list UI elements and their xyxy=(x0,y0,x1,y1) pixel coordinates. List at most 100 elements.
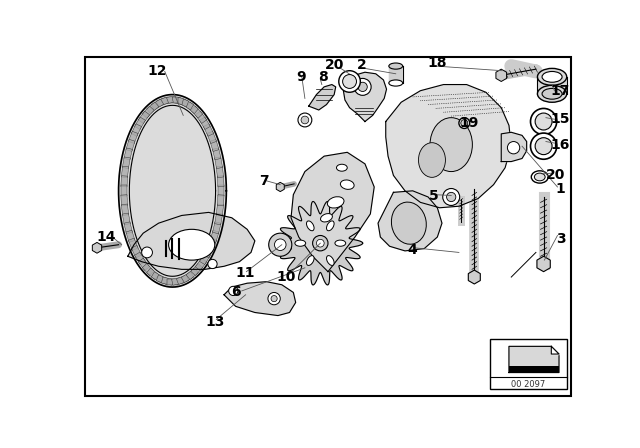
Polygon shape xyxy=(161,96,173,104)
Polygon shape xyxy=(122,213,131,225)
Polygon shape xyxy=(151,272,164,283)
Polygon shape xyxy=(151,99,164,110)
Ellipse shape xyxy=(461,120,468,126)
Polygon shape xyxy=(177,97,189,107)
Polygon shape xyxy=(386,85,511,208)
Ellipse shape xyxy=(531,133,557,159)
Text: 17: 17 xyxy=(551,84,570,98)
Text: 18: 18 xyxy=(428,56,447,70)
Polygon shape xyxy=(156,275,168,284)
Ellipse shape xyxy=(430,118,472,172)
Text: 20: 20 xyxy=(324,58,344,72)
Circle shape xyxy=(316,239,324,247)
Polygon shape xyxy=(278,202,363,285)
Ellipse shape xyxy=(419,143,445,177)
Circle shape xyxy=(312,236,328,251)
Text: 8: 8 xyxy=(317,70,328,84)
Bar xyxy=(490,339,566,389)
Polygon shape xyxy=(181,272,194,283)
Ellipse shape xyxy=(542,72,562,82)
Polygon shape xyxy=(122,166,129,178)
Text: 9: 9 xyxy=(296,70,306,84)
Polygon shape xyxy=(118,95,227,287)
Circle shape xyxy=(301,116,308,124)
Text: 00 2097: 00 2097 xyxy=(511,380,545,389)
Circle shape xyxy=(508,142,520,154)
Ellipse shape xyxy=(358,82,367,91)
Polygon shape xyxy=(207,238,216,250)
Polygon shape xyxy=(142,106,154,118)
Polygon shape xyxy=(142,263,154,276)
Polygon shape xyxy=(207,131,216,143)
Ellipse shape xyxy=(328,197,344,208)
Circle shape xyxy=(271,296,277,302)
Polygon shape xyxy=(210,139,219,151)
Text: 5: 5 xyxy=(429,189,438,203)
Polygon shape xyxy=(122,157,131,168)
Ellipse shape xyxy=(535,113,552,130)
Ellipse shape xyxy=(295,240,306,246)
Polygon shape xyxy=(210,230,219,242)
Polygon shape xyxy=(291,152,374,271)
Polygon shape xyxy=(124,222,132,234)
Polygon shape xyxy=(177,275,189,284)
Polygon shape xyxy=(172,96,184,104)
Polygon shape xyxy=(161,277,173,285)
Polygon shape xyxy=(186,268,198,280)
Polygon shape xyxy=(147,102,159,114)
Ellipse shape xyxy=(337,164,348,171)
Polygon shape xyxy=(501,132,527,162)
Polygon shape xyxy=(200,252,211,265)
Ellipse shape xyxy=(389,80,403,86)
Polygon shape xyxy=(126,230,135,242)
Polygon shape xyxy=(191,106,203,118)
Ellipse shape xyxy=(326,256,334,265)
Text: 12: 12 xyxy=(147,65,167,78)
Ellipse shape xyxy=(538,69,566,85)
Circle shape xyxy=(141,247,152,258)
Ellipse shape xyxy=(531,108,557,134)
Ellipse shape xyxy=(335,240,346,246)
Text: 1: 1 xyxy=(556,181,565,195)
Polygon shape xyxy=(126,139,135,151)
Polygon shape xyxy=(214,213,223,225)
Text: 3: 3 xyxy=(556,232,565,246)
Ellipse shape xyxy=(307,221,314,231)
Ellipse shape xyxy=(447,192,456,202)
Polygon shape xyxy=(131,246,141,258)
Polygon shape xyxy=(551,346,559,354)
Text: 13: 13 xyxy=(205,314,225,329)
Polygon shape xyxy=(224,282,296,315)
Circle shape xyxy=(208,259,217,269)
Polygon shape xyxy=(204,124,214,136)
Polygon shape xyxy=(216,166,223,178)
Polygon shape xyxy=(214,157,223,168)
Polygon shape xyxy=(131,124,141,136)
Polygon shape xyxy=(344,72,387,121)
Text: 15: 15 xyxy=(551,112,570,126)
Polygon shape xyxy=(121,185,127,196)
Polygon shape xyxy=(200,117,211,129)
Polygon shape xyxy=(138,258,150,271)
Polygon shape xyxy=(186,102,198,114)
Text: 19: 19 xyxy=(460,116,479,130)
Polygon shape xyxy=(172,277,184,285)
Polygon shape xyxy=(129,131,138,143)
Ellipse shape xyxy=(326,221,334,231)
Ellipse shape xyxy=(275,239,286,250)
Polygon shape xyxy=(204,246,214,258)
Text: 16: 16 xyxy=(551,138,570,151)
Bar xyxy=(389,66,403,83)
Polygon shape xyxy=(216,204,223,215)
Polygon shape xyxy=(195,258,207,271)
Ellipse shape xyxy=(340,180,354,190)
Circle shape xyxy=(228,286,238,296)
Text: 6: 6 xyxy=(231,285,241,299)
Ellipse shape xyxy=(269,233,292,256)
Circle shape xyxy=(268,293,280,305)
Polygon shape xyxy=(212,148,221,160)
Bar xyxy=(538,77,566,94)
Polygon shape xyxy=(128,212,255,269)
Polygon shape xyxy=(129,238,138,250)
Polygon shape xyxy=(191,263,203,276)
